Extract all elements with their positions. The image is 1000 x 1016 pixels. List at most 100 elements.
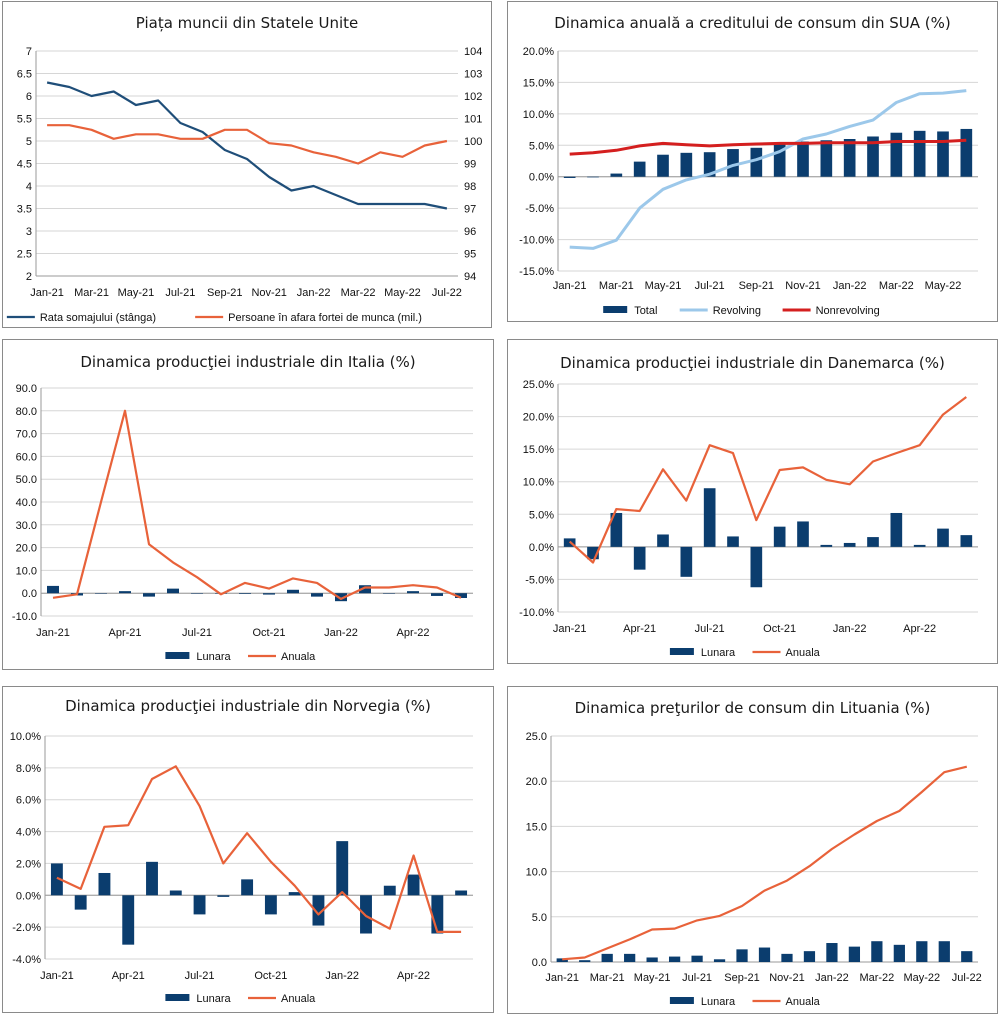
chart2-series-1-bar xyxy=(727,149,739,177)
chart6-ytick-label: 0.0 xyxy=(532,957,547,969)
chart4-series-1-bar xyxy=(913,544,926,547)
chart3-series-1-bar xyxy=(47,585,59,594)
chart4-series-1-bar xyxy=(657,534,669,547)
chart6-series-1-bar xyxy=(668,956,681,962)
chart2-series-1-bar xyxy=(867,136,879,177)
chart1-ytick-label: 3 xyxy=(26,226,32,238)
chart5-series-1-bar xyxy=(360,895,372,934)
chart3-legend-label-2: Anuala xyxy=(281,651,316,663)
chart6-xtick-label: Sep-21 xyxy=(724,972,759,984)
chart5-series-1-bar xyxy=(50,863,63,896)
chart4-series-1-bar xyxy=(797,521,809,547)
chart6-xtick-label: May-21 xyxy=(634,972,671,984)
chart3-series-1-bar xyxy=(287,589,299,594)
chart5-series-1-bar xyxy=(122,895,135,945)
chart1-xtick-label: May-22 xyxy=(384,287,421,299)
chart1-series-2-line xyxy=(47,124,448,165)
chart5-series-1-bar xyxy=(146,861,158,896)
chart6-xtick-label: Jul-22 xyxy=(952,972,982,984)
chart5-series-1-bar xyxy=(312,895,325,926)
chart4-xtick-label: Jan-21 xyxy=(553,623,587,635)
chart1-ytick-label: 5 xyxy=(26,136,32,148)
chart3-series-1-bar xyxy=(359,585,371,594)
chart2-xtick-label: Jul-21 xyxy=(695,280,725,292)
chart3-xtick-label: Jul-21 xyxy=(182,627,212,639)
chart6-legend-symbol-1 xyxy=(669,997,694,1004)
chart5-series-1-bar xyxy=(407,874,420,896)
chart3-ytick-label: 80.0 xyxy=(16,406,37,418)
chart-panel-italy-industrial: Dinamica producţiei industriale din Ital… xyxy=(2,339,494,670)
chart5-legend-symbol-1 xyxy=(165,994,190,1001)
chart1-xtick-label: Mar-21 xyxy=(74,287,109,299)
chart2-series-1-bar xyxy=(563,176,576,178)
chart6-series-2-line xyxy=(562,765,968,961)
chart6-legend-label-1: Lunara xyxy=(701,996,736,1008)
chart6-series-1-bar xyxy=(758,947,771,962)
chart2-xtick-label: Mar-21 xyxy=(599,280,634,292)
chart3-series-1-bar xyxy=(167,588,179,594)
chart1-y2tick-label: 94 xyxy=(464,271,476,283)
chart1-y2tick-label: 99 xyxy=(464,159,476,171)
chart5-series-1-bar xyxy=(98,872,111,896)
chart2-series-1-bar xyxy=(633,161,646,177)
chart3-ytick-label: 50.0 xyxy=(16,474,37,486)
chart5-ytick-label: 2.0% xyxy=(16,858,41,870)
chart6-series-1-bar xyxy=(579,960,591,962)
chart6-series-1-bar xyxy=(713,959,726,962)
chart2-series-1-bar xyxy=(843,139,856,177)
chart2-legend-label-3: Nonrevolving xyxy=(816,305,880,317)
chart5-series-1-bar xyxy=(241,879,254,896)
chart4-ytick-label: 0.0% xyxy=(529,542,554,554)
chart5-legend-label-2: Anuala xyxy=(281,993,316,1005)
chart5-series-1-bar xyxy=(169,890,182,896)
chart-svg: Dinamica producţiei industriale din Ital… xyxy=(12,353,473,663)
chart1-xtick-label: Jan-22 xyxy=(297,287,331,299)
chart1-xtick-label: Jul-21 xyxy=(165,287,195,299)
chart6-series-1-bar xyxy=(961,951,973,962)
chart1-y2tick-label: 102 xyxy=(464,91,482,103)
chart4-ytick-label: 25.0% xyxy=(523,379,554,391)
chart4-xtick-label: Jul-21 xyxy=(695,623,725,635)
chart5-series-1-bar xyxy=(264,895,277,915)
chart6-series-1-bar xyxy=(803,951,816,962)
chart1-y2tick-label: 97 xyxy=(464,204,476,216)
chart4-series-1-bar xyxy=(727,536,739,547)
chart3-series-1-bar xyxy=(239,593,251,594)
chart6-xtick-label: Nov-21 xyxy=(769,972,804,984)
chart1-y2tick-label: 96 xyxy=(464,226,476,238)
chart2-series-1-bar xyxy=(820,140,833,177)
chart6-series-1-bar xyxy=(556,958,568,962)
chart1-title: Piața muncii din Statele Unite xyxy=(136,14,359,32)
chart5-series-1-bar xyxy=(74,895,87,910)
chart2-series-1-bar xyxy=(680,152,693,177)
chart-svg: Dinamica producţiei industriale din Norv… xyxy=(10,697,473,1005)
chart2-title: Dinamica anuală a creditului de consum d… xyxy=(554,14,951,32)
chart2-series-1-bar xyxy=(773,144,786,177)
chart5-xtick-label: Apr-22 xyxy=(397,970,430,982)
chart2-xtick-label: Jan-22 xyxy=(833,280,867,292)
chart1-xtick-label: Sep-21 xyxy=(207,287,242,299)
chart2-series-1-bar xyxy=(610,173,623,177)
chart5-ytick-label: 0.0% xyxy=(16,890,41,902)
chart3-ytick-label: -10.0 xyxy=(12,611,37,623)
chart4-series-1-bar xyxy=(867,537,879,547)
chart6-xtick-label: Jan-21 xyxy=(545,972,579,984)
chart-panel-us-labor-market: Piața muncii din Statele Unite 2 2.5 3 3.5 4 4… xyxy=(2,1,492,328)
chart6-ytick-label: 10.0 xyxy=(526,867,547,879)
chart3-series-1-bar xyxy=(407,591,419,594)
chart4-legend-label-1: Lunara xyxy=(701,647,736,659)
chart5-ytick-label: 6.0% xyxy=(16,795,41,807)
chart3-legend-label-1: Lunara xyxy=(196,651,231,663)
chart2-series-1-bar xyxy=(657,154,669,177)
chart3-ytick-label: 0.0 xyxy=(22,588,37,600)
chart4-ytick-label: 10.0% xyxy=(523,477,554,489)
chart6-xtick-label: Mar-22 xyxy=(859,972,894,984)
chart6-series-1-bar xyxy=(646,957,658,962)
chart-panel-lithuania-cpi: Dinamica preţurilor de consum din Lituan… xyxy=(507,686,998,1014)
chart1-ytick-label: 2 xyxy=(26,271,32,283)
chart1-ytick-label: 7 xyxy=(26,46,32,58)
chart3-legend-symbol-1 xyxy=(165,652,190,659)
chart5-ytick-label: 4.0% xyxy=(16,827,41,839)
chart6-ytick-label: 20.0 xyxy=(526,776,547,788)
chart2-xtick-label: Mar-22 xyxy=(879,280,914,292)
